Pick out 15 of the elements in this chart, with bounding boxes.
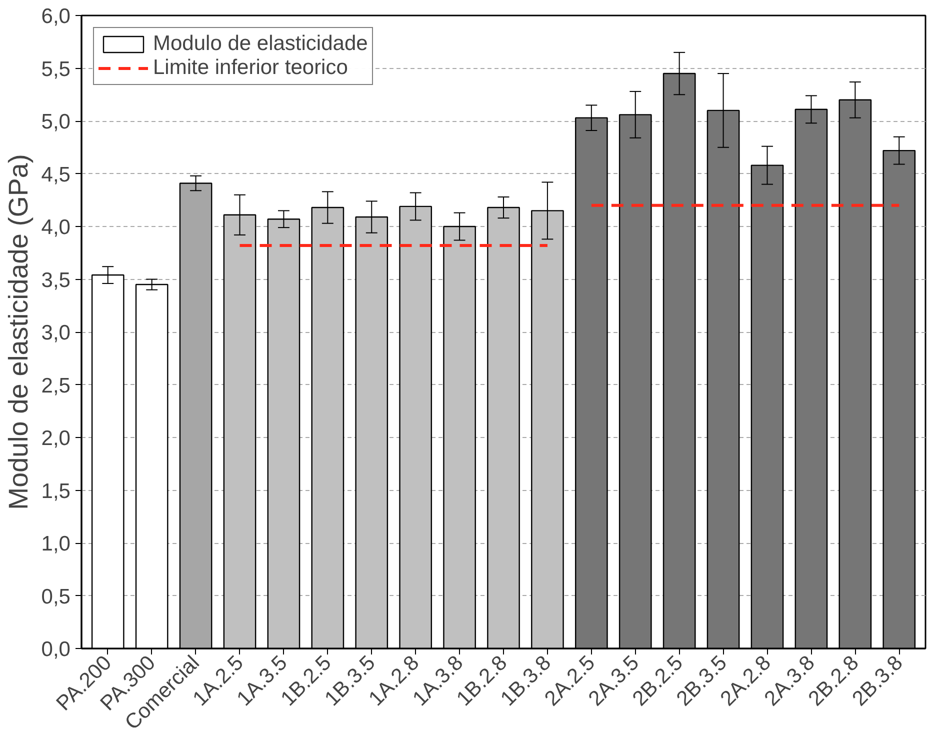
y-tick-label: 5,0 (41, 110, 71, 134)
y-tick-label: 2,0 (41, 427, 71, 450)
y-tick-label: 4,5 (41, 163, 71, 186)
y-tick-label: 1,5 (41, 480, 71, 503)
y-tick-label: 0,5 (41, 585, 71, 608)
y-tick-label: 5,5 (41, 58, 71, 81)
y-tick-label: 6,0 (41, 5, 71, 28)
legend-label: Modulo de elasticidade (153, 32, 368, 56)
y-axis-title: Modulo de elasticidade (GPa) (3, 154, 34, 510)
y-tick-label: 2,5 (41, 374, 71, 398)
y-tick-label: 1,0 (41, 532, 71, 556)
y-tick-label: 3,0 (41, 322, 71, 344)
legend-label: Limite inferior teorico (153, 56, 348, 80)
y-tick-label: 4,0 (41, 216, 71, 239)
y-tick-label: 3,5 (41, 268, 71, 292)
